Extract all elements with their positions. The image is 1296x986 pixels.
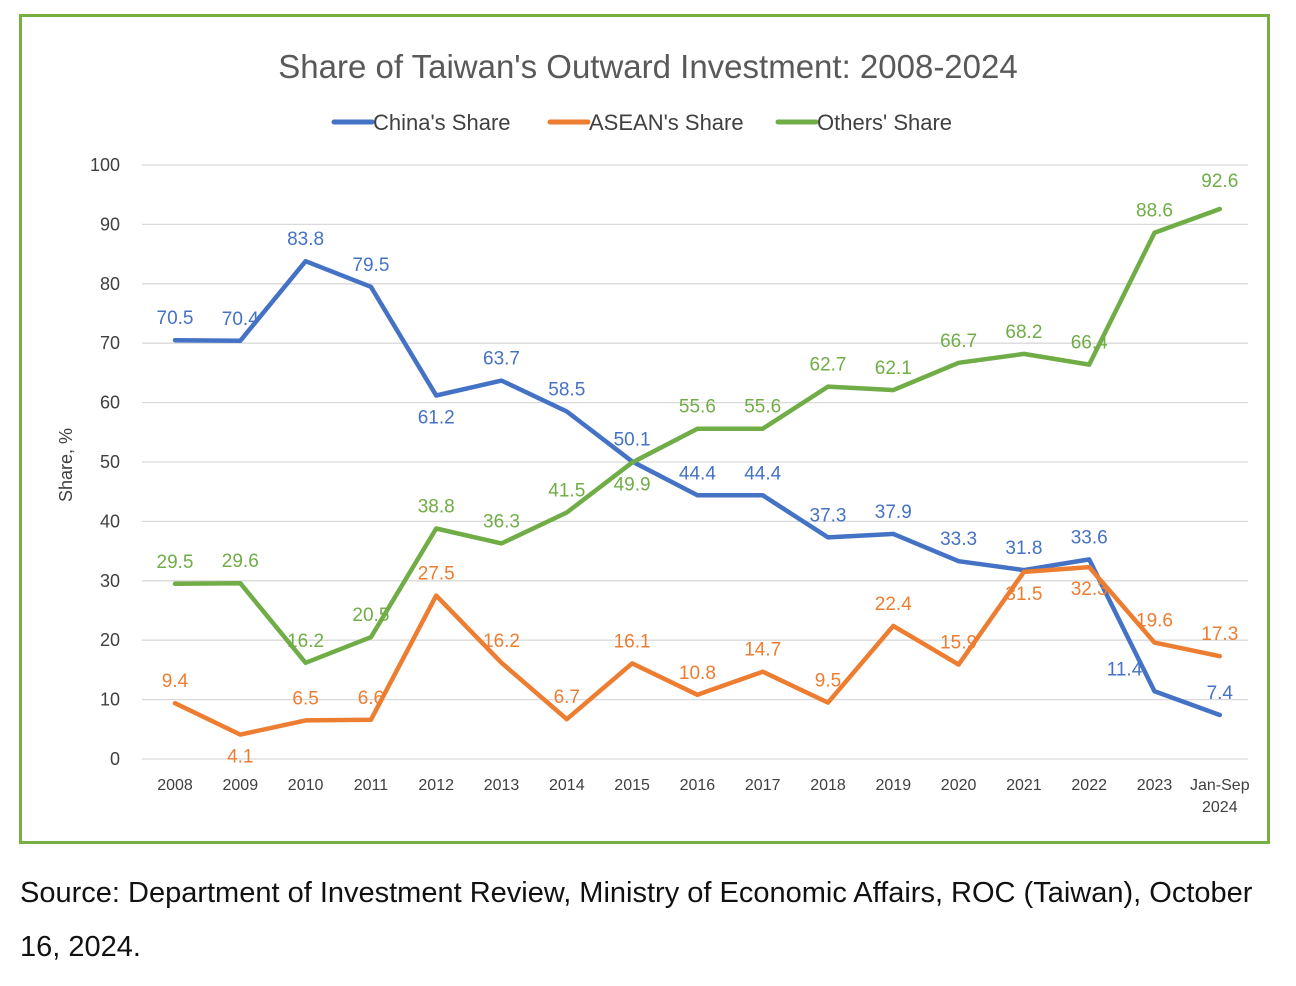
series-line [172,564,1223,737]
data-label: 37.9 [875,502,912,523]
data-label: 58.5 [548,380,585,401]
series-line [172,206,1223,666]
data-label: 49.9 [614,475,651,496]
data-label: 70.5 [157,308,194,329]
data-label: 62.7 [810,355,847,376]
data-label: 68.2 [1005,322,1042,343]
series-line [172,258,1223,718]
series-lines [172,206,1223,737]
data-label: 83.8 [287,229,324,250]
data-label: 37.3 [810,505,847,526]
data-label: 6.6 [358,688,384,709]
data-label: 66.7 [940,331,977,352]
x-tick-label: 2013 [484,777,520,794]
data-label: 9.4 [162,671,189,692]
x-tick-label: 2009 [223,777,259,794]
y-axis-ticks: 0 10 20 30 40 50 60 70 80 90 100 [90,155,120,769]
line-chart: Share of Taiwan's Outward Investment: 20… [56,48,1250,816]
data-label: 92.6 [1201,171,1238,192]
legend-item: Others' Share [775,110,952,135]
x-tick-label: 2014 [549,777,585,794]
data-label: 50.1 [614,429,651,450]
data-label: 33.3 [940,529,977,550]
data-label: 55.6 [744,397,781,418]
data-label: 4.1 [227,747,253,768]
y-tick-label: 40 [100,511,120,531]
data-label: 44.4 [679,463,716,484]
y-axis-label: Share, % [56,428,76,502]
legend-label: China's Share [373,110,511,135]
x-tick-label: 2010 [288,777,324,794]
y-tick-label: 80 [100,274,120,294]
x-tick-label: 2023 [1137,777,1173,794]
data-label: 62.1 [875,358,912,379]
data-label: 6.7 [554,687,580,708]
data-label: 33.6 [1071,527,1108,548]
x-tick-label: 2011 [354,777,389,794]
data-label: 55.6 [679,397,716,418]
chart-title: Share of Taiwan's Outward Investment: 20… [278,48,1017,85]
data-label: 36.3 [483,511,520,532]
x-tick-label: 2016 [680,777,716,794]
legend-label: Others' Share [817,110,952,135]
y-tick-label: 20 [100,630,120,650]
source-note: Source: Department of Investment Review,… [20,877,1253,963]
data-label: 79.5 [352,255,389,276]
data-label: 20.5 [352,605,389,626]
data-label: 19.6 [1136,611,1173,632]
chart-frame [19,14,1270,844]
data-label: 6.5 [292,688,318,709]
x-tick-label: 2019 [876,777,912,794]
data-label: 17.3 [1201,624,1238,645]
data-label: 29.5 [157,552,194,573]
y-tick-label: 10 [100,690,120,710]
data-label: 38.8 [418,497,455,518]
data-label: 41.5 [548,480,585,501]
y-tick-label: 30 [100,571,120,591]
data-label: 32.3 [1071,579,1108,600]
data-label: 10.8 [679,663,716,684]
data-label: 15.9 [940,633,977,654]
x-tick-label: 2020 [941,777,977,794]
x-tick-label: Jan-Sep 2024 [1190,777,1250,816]
chart-legend: China's Share ASEAN's Share Others' Share [331,110,952,135]
y-tick-label: 100 [90,155,120,175]
data-label: 44.4 [744,463,781,484]
x-tick-label: 2022 [1071,777,1107,794]
legend-item: China's Share [331,110,511,135]
x-axis-ticks: 2008 2009 2010 2011 2012 2013 2014 2015 2016 2017… [157,777,1249,816]
data-label: 63.7 [483,349,520,370]
x-tick-label: 2012 [418,777,454,794]
data-label: 16.2 [483,631,520,652]
data-label: 31.5 [1005,584,1042,605]
legend-label: ASEAN's Share [589,110,744,135]
data-label: 88.6 [1136,201,1173,222]
data-label: 14.7 [744,640,781,661]
data-label: 9.5 [815,671,841,692]
y-tick-label: 50 [100,452,120,472]
data-labels: 70.5 70.4 83.8 79.5 61.2 63.7 58.5 50.1 44.4 44.4… [157,171,1239,768]
gridlines [142,164,1248,760]
data-label: 31.8 [1005,538,1042,559]
y-tick-label: 60 [100,393,120,413]
y-tick-label: 70 [100,333,120,353]
data-label: 16.2 [287,631,324,652]
legend-item: ASEAN's Share [547,110,744,135]
data-label: 61.2 [418,407,455,428]
x-tick-label: 2008 [157,777,193,794]
x-tick-label: 2017 [745,777,781,794]
data-label: 7.4 [1207,683,1234,704]
data-label: 11.4 [1107,659,1143,680]
data-label: 27.5 [418,564,455,585]
y-tick-label: 90 [100,214,120,234]
data-label: 29.6 [222,551,259,572]
y-tick-label: 0 [110,749,120,769]
data-label: 70.4 [222,309,259,330]
data-label: 66.4 [1071,333,1108,354]
x-tick-label: 2018 [810,777,846,794]
x-tick-label: 2021 [1006,777,1042,794]
data-label: 22.4 [875,594,912,615]
x-tick-label: 2015 [614,777,650,794]
data-label: 16.1 [614,631,651,652]
